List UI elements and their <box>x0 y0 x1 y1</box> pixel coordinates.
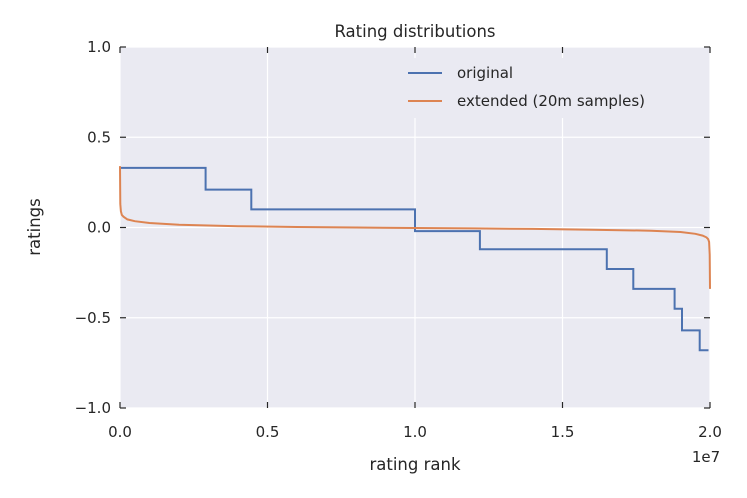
x-axis-label: rating rank <box>369 455 460 474</box>
tick-labels: 0.0 0.5 1.0 1.5 2.0 1.0 0.5 0.0 −0.5 −1.0 <box>75 38 722 441</box>
legend-label-original: original <box>457 64 513 82</box>
legend-label-extended: extended (20m samples) <box>457 92 645 110</box>
y-tick-label: −1.0 <box>75 399 111 417</box>
x-tick-label: 0.0 <box>108 423 132 441</box>
series-line-original <box>120 166 709 352</box>
y-tick-label: −0.5 <box>75 309 111 327</box>
x-offset-label: 1e7 <box>692 448 720 466</box>
y-axis-label: ratings <box>25 198 44 255</box>
axis-ticks <box>119 46 711 409</box>
x-tick-label: 1.5 <box>551 423 575 441</box>
chart-title: Rating distributions <box>334 22 495 41</box>
series-lines <box>119 166 711 352</box>
x-tick-label: 1.0 <box>403 423 427 441</box>
series-line-extended <box>119 166 711 289</box>
y-tick-label: 0.5 <box>87 128 111 146</box>
y-tick-label: 1.0 <box>87 38 111 56</box>
x-tick-label: 0.5 <box>256 423 280 441</box>
legend: original extended (20m samples) <box>396 58 702 118</box>
y-tick-label: 0.0 <box>87 219 111 237</box>
x-tick-label: 2.0 <box>698 423 722 441</box>
legend-box <box>396 58 702 118</box>
